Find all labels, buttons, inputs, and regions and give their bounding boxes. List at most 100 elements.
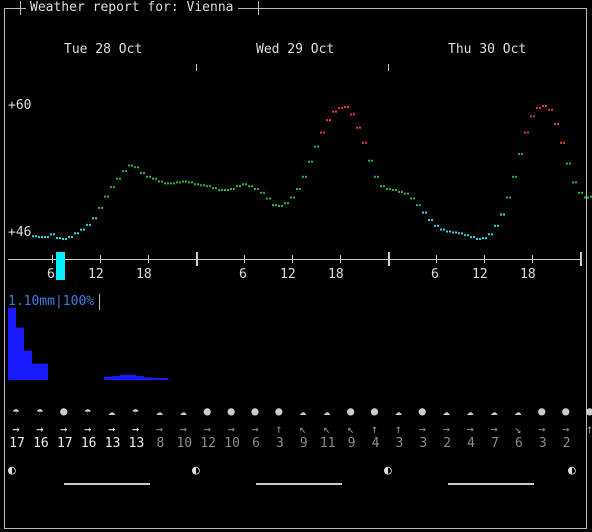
temperature-point: [245, 183, 247, 186]
day-label: Wed 29 Oct: [256, 42, 335, 57]
wind-arrow-icon: ↖: [299, 422, 307, 436]
temperature-point: [464, 234, 466, 237]
hour-tick: [52, 255, 53, 263]
temperature-point: [146, 175, 148, 178]
temperature-point: [293, 196, 295, 199]
temperature-point: [233, 188, 235, 190]
wind-arrow-icon: ↑: [394, 422, 402, 436]
day-label: Tue 28 Oct: [64, 42, 143, 57]
temperature-point: [149, 175, 151, 178]
temperature-point: [377, 175, 379, 178]
temperature-point: [461, 232, 463, 235]
temperature-point: [56, 237, 58, 240]
half-moon-icon: ◐: [192, 463, 200, 478]
partly-cloudy-icon: ☁: [394, 404, 402, 418]
temperature-point: [587, 196, 589, 199]
cloud-rain-icon: ☂: [131, 404, 140, 418]
precipitation-bar: [128, 374, 136, 380]
temperature-point: [116, 177, 118, 180]
moon-icon: ●: [227, 404, 235, 418]
temperature-point: [536, 106, 538, 109]
temperature-point: [197, 183, 199, 186]
temperature-point: [287, 202, 289, 205]
temperature-point: [431, 219, 433, 222]
hour-tick: [436, 255, 437, 263]
precipitation-bar: [120, 374, 128, 380]
moon-icon: ●: [60, 404, 68, 418]
temperature-point: [83, 228, 85, 231]
moon-bar: [448, 483, 534, 485]
day-boundary-tick: [196, 252, 198, 266]
wind-speed-value: 2: [562, 436, 571, 451]
temperature-point: [569, 162, 571, 165]
temperature-point: [413, 197, 415, 200]
temperature-point: [503, 213, 505, 216]
temperature-chart: [8, 64, 592, 380]
hour-tick: [148, 255, 149, 263]
moon-bar: [256, 483, 342, 485]
temperature-point: [428, 219, 430, 222]
hour-tick: [244, 255, 245, 263]
precipitation-bar: [112, 376, 120, 380]
temperature-point: [506, 196, 508, 199]
temperature-point: [512, 175, 514, 178]
temperature-point: [440, 228, 442, 231]
precipitation-bar: [16, 327, 24, 380]
temperature-point: [185, 180, 187, 183]
temperature-point: [209, 185, 211, 188]
hour-tick: [292, 255, 293, 263]
temperature-point: [350, 113, 352, 116]
partly-cloudy-icon: ☁: [155, 404, 163, 418]
temperature-point: [170, 182, 172, 185]
wind-arrow-icon: →: [60, 422, 68, 436]
half-moon-icon: ◐: [8, 463, 16, 478]
temperature-point: [485, 237, 487, 240]
hour-tick: [340, 255, 341, 263]
temperature-point: [509, 196, 511, 199]
precipitation-bar: [152, 378, 160, 380]
hour-tick: [532, 255, 533, 263]
wind-speed-value: 2: [443, 436, 452, 451]
temperature-point: [554, 123, 556, 125]
temperature-point: [557, 123, 559, 125]
temperature-point: [446, 230, 448, 233]
wind-speed-value: 13: [104, 436, 121, 451]
wind-speed-value: 12: [200, 436, 217, 451]
wind-speed-value: 17: [56, 436, 73, 451]
temperature-point: [242, 183, 244, 186]
temperature-point: [398, 190, 400, 193]
temperature-point: [491, 233, 493, 236]
temperature-point: [74, 232, 76, 235]
temperature-point: [215, 187, 217, 190]
wind-arrow-icon: →: [203, 422, 211, 436]
temperature-point: [425, 211, 427, 214]
temperature-point: [389, 188, 391, 190]
temperature-min-label: +46: [8, 225, 32, 240]
page-title: Weather report for: Vienna: [26, 0, 238, 16]
wind-arrow-icon: ↖: [346, 422, 355, 436]
temperature-point: [194, 183, 196, 186]
precipitation-bar: [104, 376, 112, 380]
temperature-point: [401, 190, 403, 193]
temperature-point: [38, 236, 40, 239]
wind-arrow-icon: →: [418, 422, 426, 436]
temperature-point: [455, 231, 457, 234]
temperature-point: [416, 204, 418, 207]
wind-arrow-icon: →: [562, 422, 570, 436]
temperature-point: [434, 224, 436, 227]
temperature-point: [515, 175, 517, 178]
temperature-point: [107, 195, 109, 198]
temperature-point: [542, 105, 544, 108]
temperature-point: [533, 115, 535, 118]
temperature-point: [212, 187, 214, 190]
temperature-point: [113, 186, 115, 189]
hour-label: 6: [47, 267, 55, 282]
wind-arrow-icon: →: [12, 422, 20, 436]
wind-arrow-icon: →: [227, 422, 235, 436]
temperature-point: [566, 162, 568, 165]
temperature-point: [173, 182, 175, 185]
moon-icon: ●: [370, 404, 379, 418]
hour-tick: [100, 255, 101, 263]
temperature-point: [575, 181, 577, 184]
temperature-point: [452, 231, 454, 234]
